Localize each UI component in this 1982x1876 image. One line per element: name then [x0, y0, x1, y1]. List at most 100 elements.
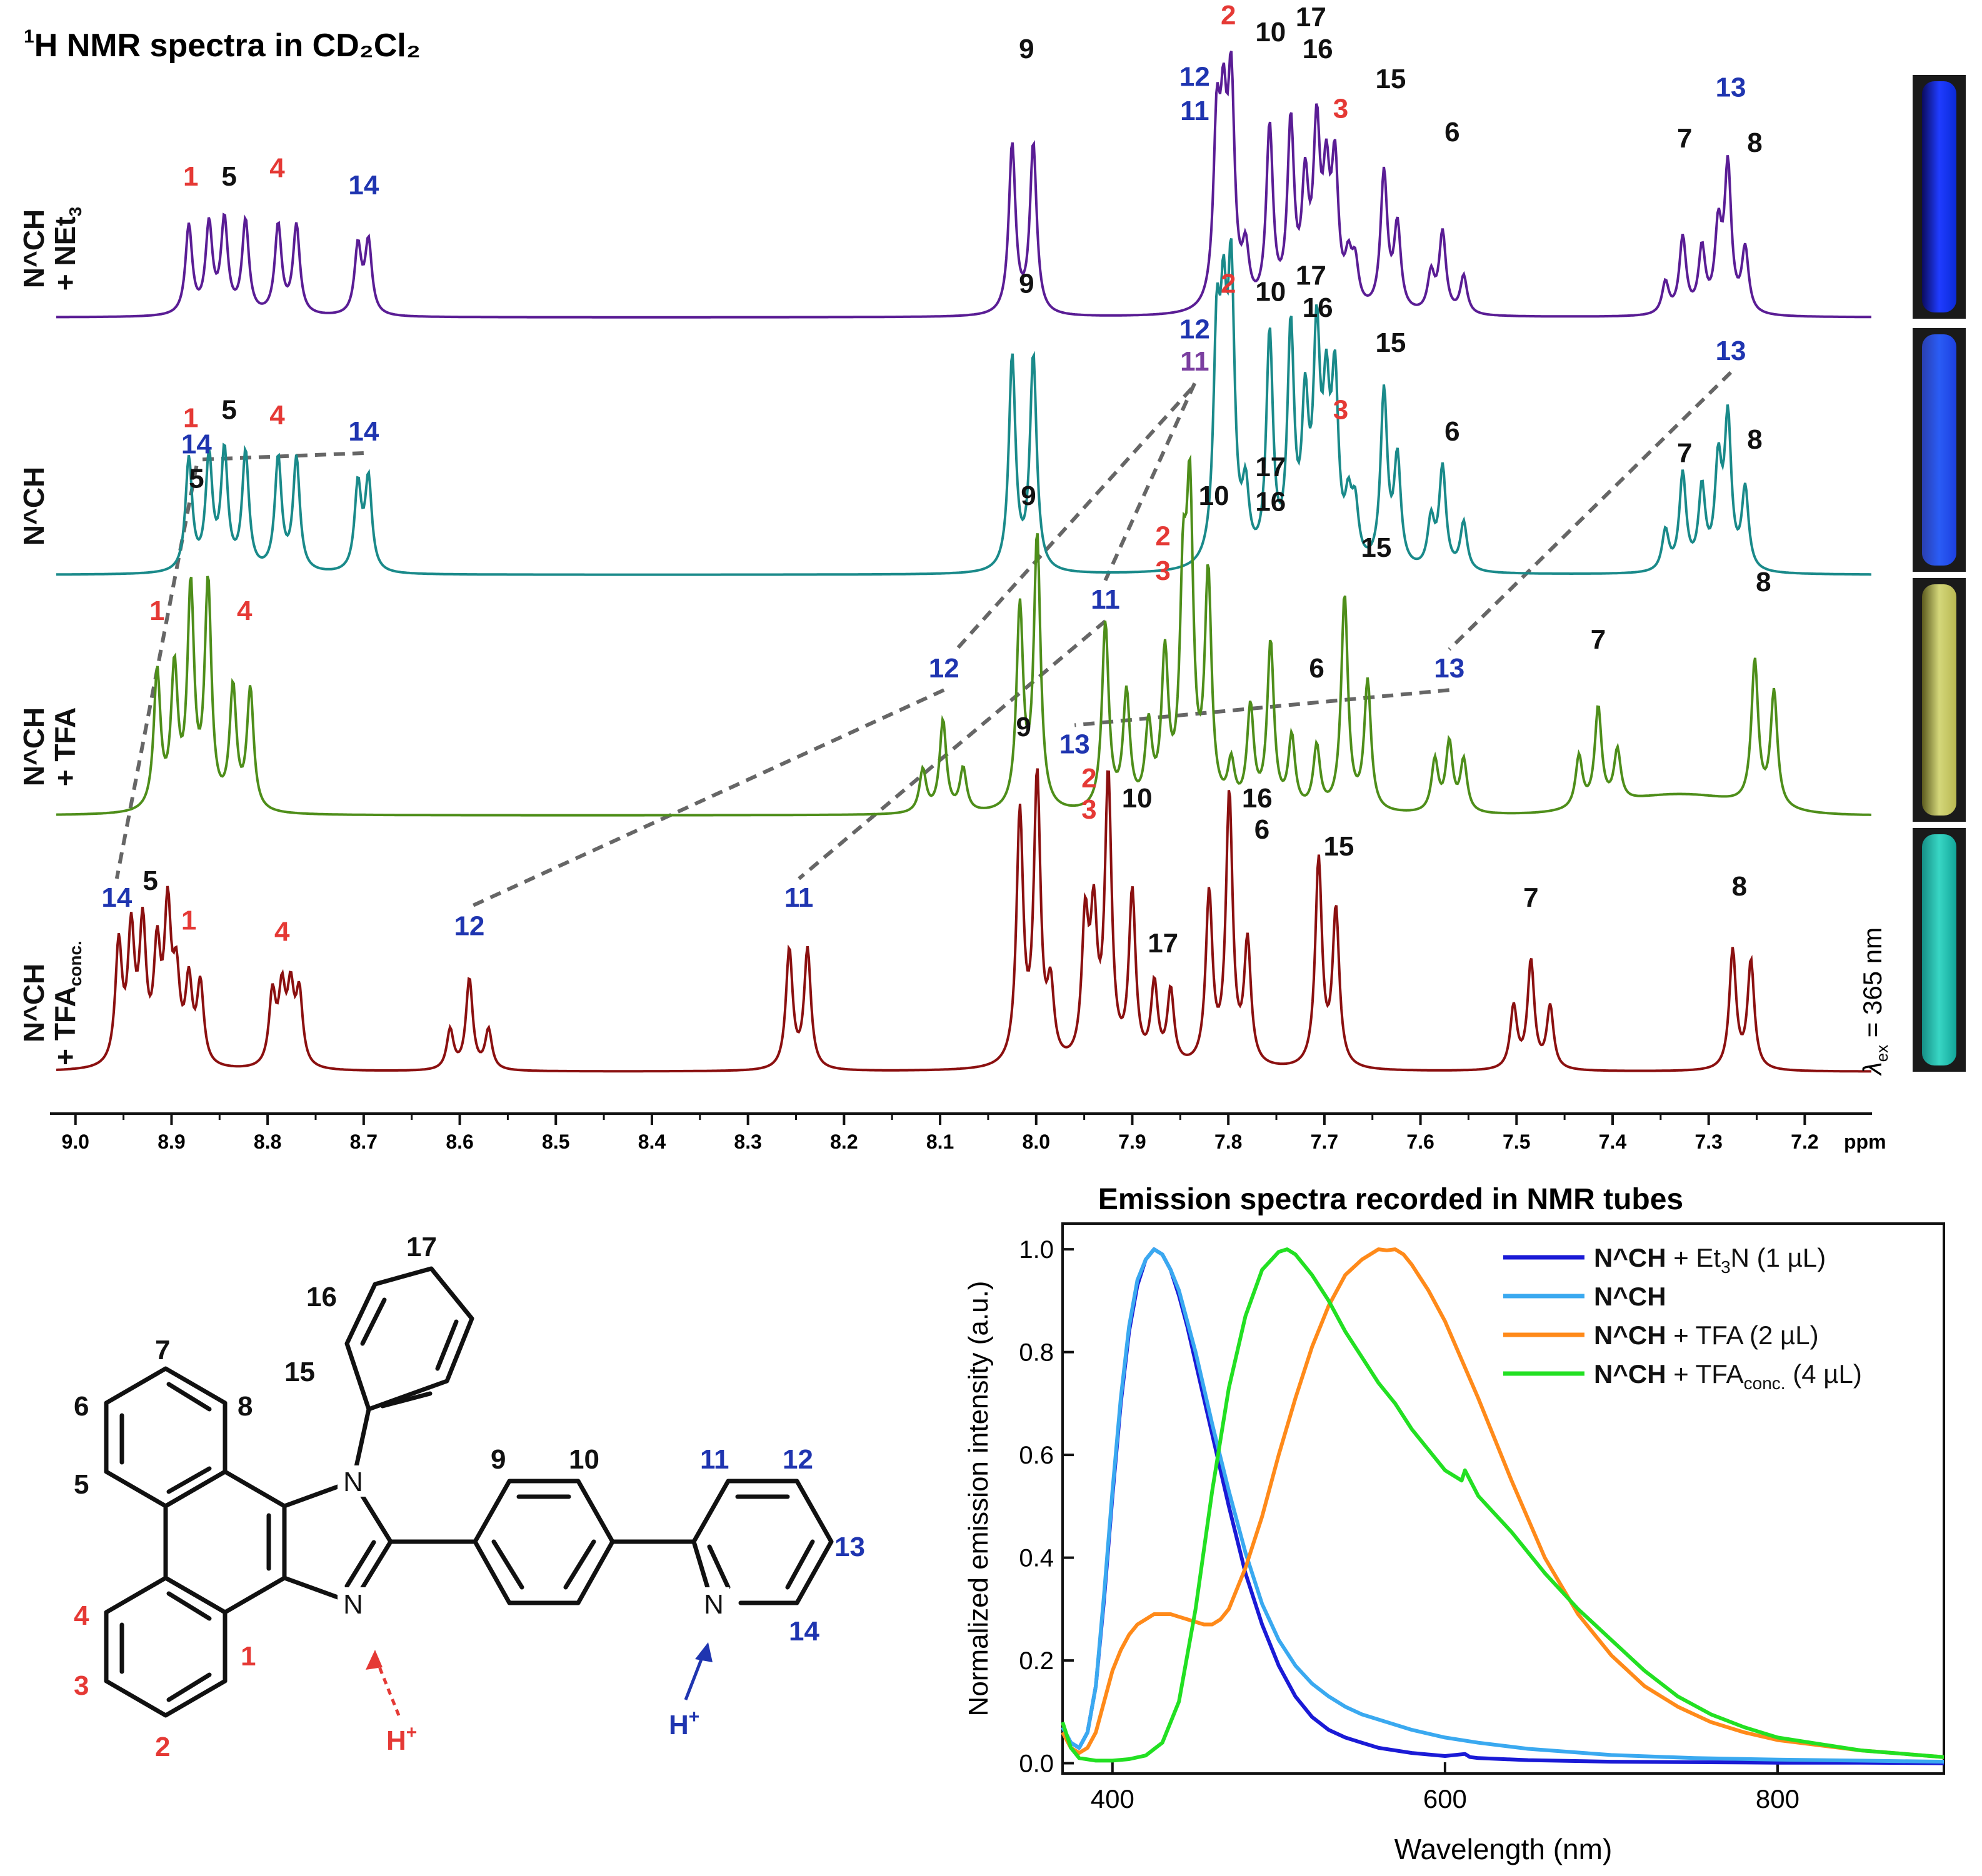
legend-label-3: N^CH + TFAconc. (4 µL) [1594, 1359, 1862, 1393]
peak-label: 13 [1059, 729, 1090, 759]
trace-name-sub: conc. [66, 940, 85, 986]
series-line-2 [1061, 1247, 1944, 1759]
peak-label: 8 [1747, 424, 1762, 455]
peak-label: 10 [1199, 481, 1229, 511]
position-5: 5 [74, 1469, 89, 1500]
peak-label: 9 [1021, 481, 1036, 511]
peak-label: 11 [1180, 96, 1209, 126]
peak-label: 7 [1591, 624, 1606, 655]
peak-label: 9 [1019, 269, 1034, 299]
peak-label: 4 [274, 917, 290, 947]
peak-label: 16 [1255, 486, 1286, 517]
position-6: 6 [74, 1391, 89, 1422]
legend-bold: N^CH [1594, 1320, 1666, 1350]
peak-label: 6 [1444, 416, 1459, 447]
atom-n-pyridine: N [704, 1589, 724, 1620]
y-tick-label: 0.2 [1019, 1647, 1054, 1675]
ppm-ticks: 9.0 8.9 8.8 8.7 8.6 8.5 8.4 8.3 8.2 8.1 8.0 7.9 7.8 7… [61, 1114, 1819, 1153]
trace-name: N^CH [18, 467, 50, 546]
nmr-traces [56, 51, 1871, 1073]
plot-frame [1061, 1222, 1945, 1775]
peak-label: 10 [1255, 276, 1286, 307]
trace-name-line2: + TFA [49, 707, 81, 787]
ppm-axis: 9.0 8.9 8.8 8.7 8.6 8.5 8.4 8.3 8.2 8.1 8.0 7.9 7.8 7… [50, 1112, 1886, 1153]
trace-name-line1: N^CH [18, 707, 50, 787]
nmr-tube-photos [1913, 75, 1966, 1072]
trace-name-line1: N^CH [18, 964, 50, 1043]
peak-label: 5 [143, 866, 158, 896]
ppm-tick-label: 7.5 [1503, 1130, 1530, 1153]
peak-label: 11 [1091, 584, 1120, 615]
atom-n-imidazole-1: N [343, 1467, 363, 1497]
legend: N^CH + Et3N (1 µL)N^CHN^CH + TFA (2 µL)N… [1503, 1243, 1862, 1393]
peak-label: 10 [1255, 17, 1286, 47]
trace-name-sub: 3 [66, 207, 85, 217]
bond-double [491, 1539, 524, 1590]
peak-label: 12 [454, 911, 484, 942]
peak-label: 9 [1019, 34, 1034, 64]
peak-label: 5 [221, 395, 236, 426]
atom-mask [338, 1465, 369, 1497]
ppm-tick-label: 8.4 [638, 1130, 666, 1153]
position-10: 10 [569, 1444, 599, 1475]
peak-label: 11 [1180, 346, 1209, 377]
peak-label: 15 [1375, 327, 1406, 358]
peak-label: 14 [348, 416, 379, 447]
peak-label: 2 [1081, 763, 1096, 794]
peak-label: 15 [1361, 532, 1391, 563]
legend-tail: N (1 µL) [1731, 1243, 1826, 1272]
trace-name-line1: N^CH [18, 209, 50, 289]
peak-label: 2 [1221, 269, 1236, 299]
legend-tail: (4 µL) [1786, 1359, 1862, 1389]
legend-rest: + TFA (2 µL) [1666, 1320, 1819, 1350]
chart-title: Emission spectra recorded in NMR tubes [1098, 1183, 1683, 1216]
peak-label: 1 [181, 906, 196, 936]
ppm-tick-label: 7.4 [1599, 1130, 1627, 1153]
peak-label: 2 [1155, 521, 1170, 552]
peak-label: 14 [181, 429, 212, 459]
trace-name: N^CH+ TFA [18, 707, 81, 787]
position-14: 14 [789, 1616, 819, 1647]
peak-label: 3 [1155, 556, 1170, 586]
position-12: 12 [783, 1444, 813, 1475]
peak-label: 12 [1179, 314, 1210, 345]
series-line-3 [1061, 1247, 1944, 1763]
nmr-trace-1 [56, 238, 1871, 576]
peak-label: 13 [1716, 336, 1746, 366]
legend-label-1: N^CH [1594, 1282, 1666, 1311]
y-tick-label: 0.8 [1019, 1339, 1054, 1367]
ppm-unit-label: ppm [1844, 1130, 1886, 1153]
ppm-tick-label: 8.9 [158, 1130, 185, 1153]
peak-label: 12 [929, 653, 959, 684]
lambda-value: = 365 nm [1858, 927, 1887, 1045]
y-tick-label: 0.6 [1019, 1442, 1054, 1469]
ppm-tick-label: 8.3 [734, 1130, 761, 1153]
proton-red-plus: + [406, 1722, 418, 1743]
peak-label: 7 [1677, 123, 1692, 154]
chemical-structure [104, 1266, 834, 1718]
peak-label: 10 [1122, 783, 1153, 814]
bond-double [360, 1297, 387, 1346]
atom-mask [338, 1587, 369, 1619]
axis-ticks: 400 600 800 0.0 0.2 0.4 0.6 0.8 1.0 [1019, 1236, 1799, 1814]
peak-label: 13 [1434, 653, 1464, 684]
x-tick-label: 600 [1423, 1784, 1467, 1814]
tube-0 [1922, 81, 1956, 312]
trace-name-line2: + TFA [49, 986, 81, 1065]
peak-label: 8 [1732, 871, 1747, 902]
peak-label: 11 [784, 882, 814, 913]
y-tick-label: 0.0 [1019, 1750, 1054, 1778]
peak-label: 5 [221, 161, 236, 192]
peak-label: 4 [269, 400, 285, 431]
atom-n-imidazole-2: N [343, 1589, 363, 1620]
peak-label: 7 [1677, 437, 1692, 468]
peak-label: 8 [1747, 127, 1762, 158]
nmr-trace-2 [56, 454, 1871, 817]
ppm-tick-label: 8.7 [350, 1130, 378, 1153]
position-2: 2 [155, 1732, 170, 1762]
legend-bold: N^CH [1594, 1359, 1666, 1389]
correlation-dash [1448, 371, 1733, 651]
bond-double [707, 1544, 731, 1590]
